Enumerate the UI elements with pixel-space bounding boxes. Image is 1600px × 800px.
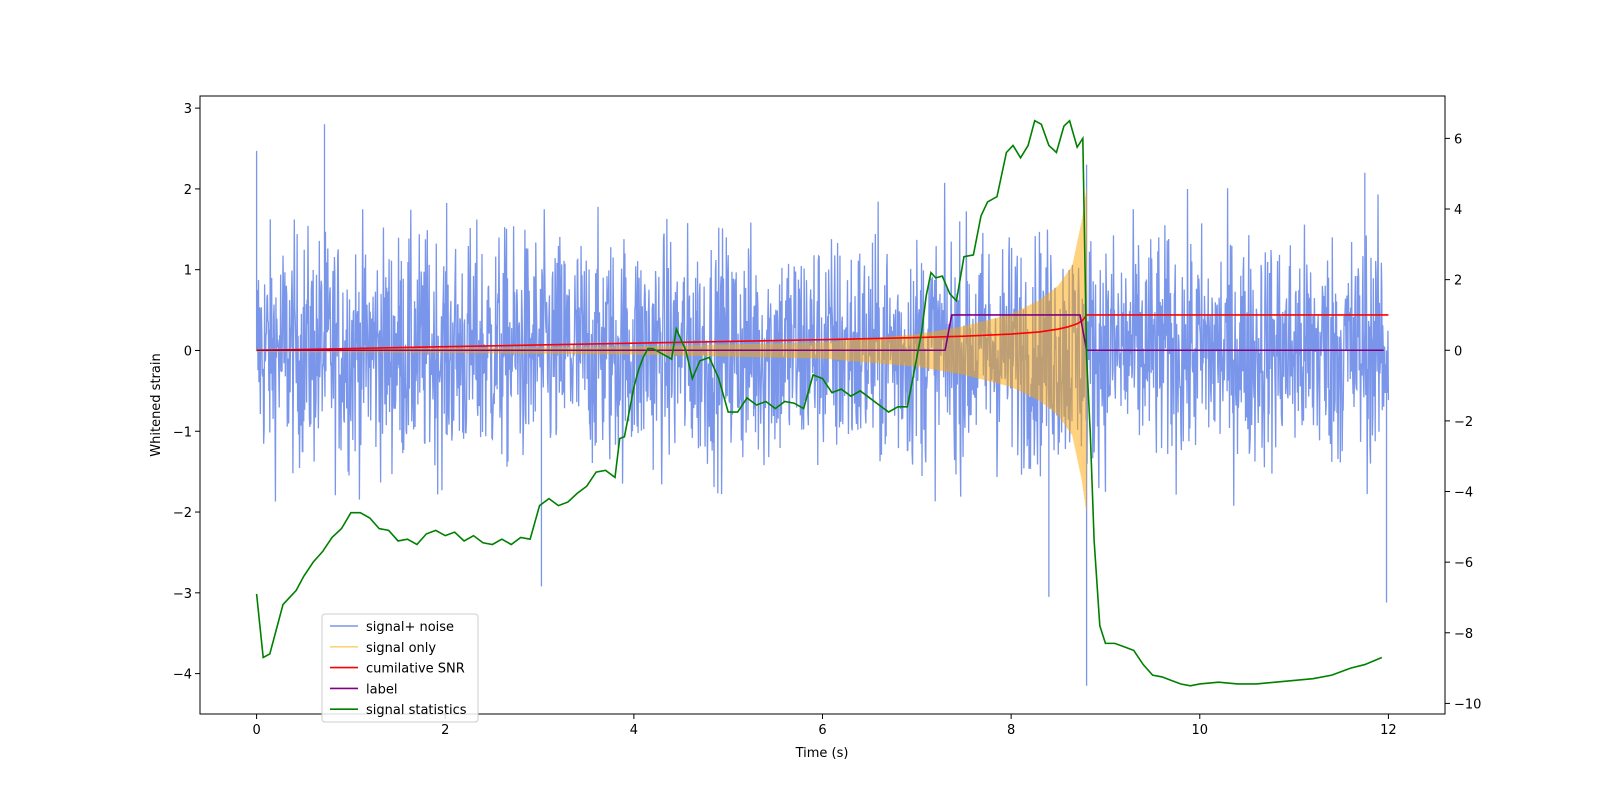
y2-tick-label: −2 xyxy=(1454,415,1473,430)
legend: signal+ noise signal only cumilative SNR la… xyxy=(321,613,479,723)
x-tick-label: 6 xyxy=(818,723,826,738)
y-tick-label: −2 xyxy=(173,506,192,521)
x-axis: 0 2 4 6 8 10 12 xyxy=(252,714,1397,738)
series-label-line xyxy=(256,314,1384,352)
legend-label: signal+ noise xyxy=(366,620,454,635)
y2-tick-label: −4 xyxy=(1454,486,1473,501)
x-tick-label: 2 xyxy=(441,723,449,738)
legend-label: signal statistics xyxy=(366,703,467,718)
y2-tick-label: 6 xyxy=(1454,132,1462,147)
y-tick-label: 2 xyxy=(184,183,192,198)
x-tick-label: 0 xyxy=(252,723,260,738)
x-tick-label: 10 xyxy=(1191,723,1208,738)
y-axis-right: 6 4 2 0 −2 −4 −6 −8 −10 xyxy=(1445,132,1481,712)
x-tick-label: 8 xyxy=(1007,723,1015,738)
series-signal-noise-line xyxy=(255,124,1390,686)
y2-tick-label: −8 xyxy=(1454,627,1473,642)
y2-tick-label: −10 xyxy=(1454,697,1481,712)
y-tick-label: 0 xyxy=(184,344,192,359)
y2-tick-label: −6 xyxy=(1454,556,1473,571)
y2-tick-label: 2 xyxy=(1454,274,1462,289)
y-tick-label: 1 xyxy=(184,264,192,279)
x-tick-label: 12 xyxy=(1380,723,1397,738)
plot-area xyxy=(255,119,1390,687)
y-tick-label: 3 xyxy=(184,102,192,117)
y-axis-left: 3 2 1 0 −1 −2 −3 −4 xyxy=(173,102,200,683)
y-axis-label: Whitened strain xyxy=(149,353,164,456)
x-tick-label: 4 xyxy=(630,723,638,738)
series-signal-statistics-line xyxy=(255,119,1383,687)
legend-label: signal only xyxy=(366,641,436,656)
y2-tick-label: 4 xyxy=(1454,203,1462,218)
y-tick-label: −1 xyxy=(173,425,192,440)
y2-tick-label: 0 xyxy=(1454,344,1462,359)
y-tick-label: −4 xyxy=(173,668,192,683)
legend-label: cumilative SNR xyxy=(366,662,465,677)
legend-label: label xyxy=(366,682,397,697)
legend-box xyxy=(321,613,479,723)
x-axis-label: Time (s) xyxy=(795,746,849,761)
series-cumilative-snr-line xyxy=(256,314,1389,352)
y-tick-label: −3 xyxy=(173,587,192,602)
